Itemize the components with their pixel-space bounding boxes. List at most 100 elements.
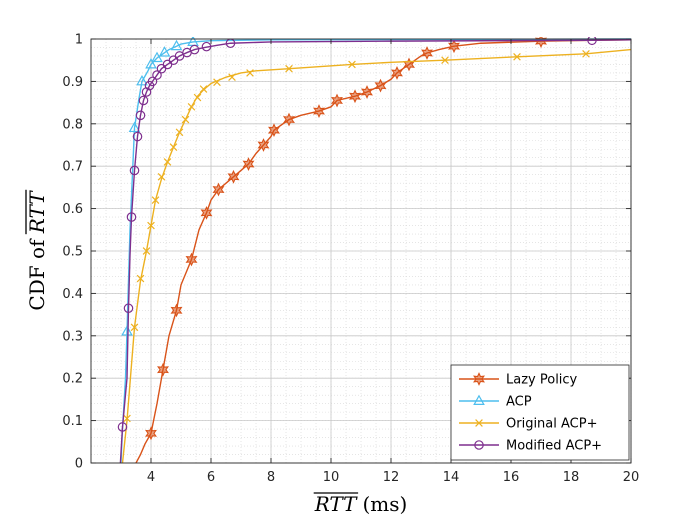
data-point-original-acp [123,414,131,423]
y-axis-label-group: CDF of RTT [25,189,49,311]
data-point-original-acp [285,64,293,73]
data-point-modified-acp [135,110,146,121]
data-point-original-acp [193,93,202,102]
data-point-original-acp-stroke-b [123,414,131,423]
data-point-original-acp [187,103,196,111]
series-line-original-acp [121,48,631,463]
data-point-original-acp-stroke-b [285,64,293,73]
data-point-original-acp [142,247,151,255]
legend-marker-lazy-policy [473,372,485,386]
y-tick-label: 0 [75,457,83,472]
data-point-original-acp-stroke-b [130,323,139,332]
legend-marker-original-acp-stroke-b [475,419,483,427]
series-acp [120,37,631,463]
data-point-original-acp [199,85,208,93]
data-point-original-acp [348,60,356,69]
data-point-original-acp [441,56,449,65]
data-point-modified-acp [189,44,200,55]
data-point-lazy-policy [313,104,325,118]
y-axis-label-prefix: CDF of [25,233,49,310]
x-tick-label: 10 [323,470,340,485]
data-point-original-acp-stroke-b [213,78,221,87]
y-tick-label: 0.8 [62,117,83,132]
data-point-lazy-policy [283,112,295,127]
x-axis-label-var: RTT [314,492,358,516]
data-point-original-acp-stroke-b [193,93,202,102]
data-point-original-acp-stroke-b [142,247,151,255]
axes [90,38,632,464]
data-point-original-acp [157,172,166,181]
legend-entry-modified-acp: Modified ACP+ [459,439,602,454]
y-tick-label: 0.3 [62,329,83,344]
data-point-acp [170,39,183,51]
y-tick-label: 0.6 [62,202,83,217]
data-point-original-acp-stroke-b [175,128,184,137]
data-point-modified-acp [141,87,152,97]
x-tick-label: 20 [623,470,640,485]
legend-label-acp: ACP [506,395,532,410]
data-point-original-acp-stroke-b [348,60,356,69]
data-point-original-acp-stroke-b [441,56,449,65]
x-tick-label: 12 [383,470,400,485]
legend-label-original-acp: Original ACP+ [506,417,597,432]
legend-entry-lazy-policy: Lazy Policy [459,372,578,388]
data-point-lazy-policy [257,138,270,152]
data-point-lazy-policy [374,78,387,93]
data-point-modified-acp [132,131,143,142]
data-point-modified-acp [138,95,149,106]
tick-labels: 4 6 8 10 12 14 16 18 20 0 0.1 0.2 0.3 0.4 0.5 0.6 0.7 0.8… [62,33,639,486]
data-point-lazy-policy [170,303,183,318]
data-point-original-acp-stroke-b [169,143,178,151]
legend-marker-acp [473,394,485,405]
data-point-lazy-policy [361,85,373,99]
data-point-acp [128,121,141,133]
data-point-modified-acp [147,76,158,87]
data-point-modified-acp [152,70,162,80]
data-point-lazy-policy [212,182,225,197]
data-point-original-acp [181,115,190,124]
x-tick-label: 16 [503,470,520,485]
data-point-lazy-policy [349,89,361,104]
data-point-original-acp-stroke-b [228,73,236,81]
data-point-original-acp [175,128,184,137]
data-point-original-acp-stroke-b [136,274,145,283]
y-axis-label-var: RTT [25,190,49,234]
data-point-acp [151,51,163,63]
legend-entry-acp: ACP [459,395,532,410]
x-tick-label: 6 [207,470,215,485]
data-point-original-acp-stroke-b [187,103,196,111]
data-point-modified-acp [201,41,212,52]
data-point-original-acp [151,196,160,204]
data-point-original-acp [163,158,172,166]
data-point-lazy-policy [391,66,403,80]
x-tick-label: 14 [443,470,460,485]
y-tick-label: 0.1 [62,414,83,429]
y-axis-label: CDF of RTT [25,190,49,311]
x-axis-label-unit: (ms) [362,492,407,516]
data-point-lazy-policy [200,205,213,220]
data-point-original-acp [169,143,178,151]
data-point-original-acp-stroke-b [157,172,166,181]
series-lazy-policy [135,37,631,463]
data-point-modified-acp [117,422,128,432]
data-point-original-acp-stroke-b [582,50,590,58]
series-original-acp [121,48,631,463]
data-point-modified-acp [129,165,140,176]
data-point-original-acp-stroke-b [246,69,254,77]
y-tick-label: 1 [75,33,83,48]
data-point-acp [121,325,133,336]
y-tick-label: 0.2 [62,372,83,387]
data-point-original-acp-stroke-b [199,85,208,93]
data-point-original-acp [513,52,521,61]
x-tick-label: 18 [563,470,580,485]
data-point-original-acp [582,50,590,58]
data-point-original-acp-stroke-b [163,158,172,166]
data-point-original-acp [130,323,139,332]
legend-label-lazy-policy: Lazy Policy [506,373,578,388]
data-point-original-acp-stroke-b [181,115,190,124]
data-point-lazy-policy [268,123,280,138]
series-layer [117,37,631,463]
data-point-original-acp-stroke-b [513,52,521,61]
data-point-modified-acp [123,303,134,314]
